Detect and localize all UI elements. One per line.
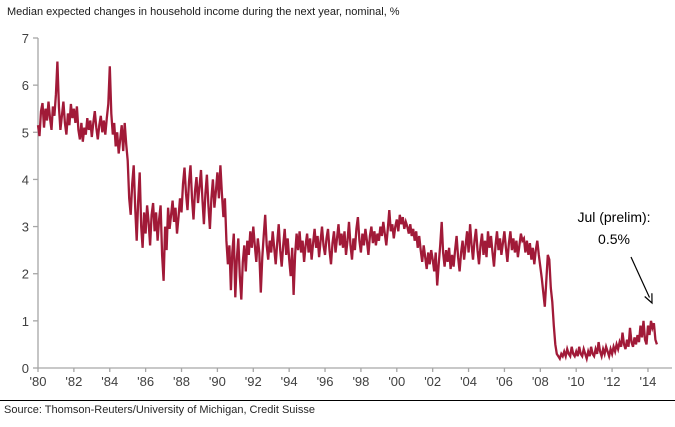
annotation-line1: Jul (prelim): [577,209,651,225]
x-tick-label: '00 [388,374,405,389]
annotation-arrowhead [644,293,653,305]
footer-separator-line [0,400,675,401]
x-tick-label: '02 [424,374,441,389]
annotation-arrow [630,256,651,298]
x-tick-label: '82 [65,374,82,389]
x-tick-label: '12 [604,374,621,389]
annotation-line2: 0.5% [598,230,630,247]
x-tick-label: '86 [137,374,154,389]
x-tick-label: '80 [30,374,47,389]
x-tick-label: '04 [460,374,477,389]
x-tick-label: '08 [532,374,549,389]
x-tick-label: '84 [101,374,118,389]
chart-title: Median expected changes in household inc… [7,6,400,18]
annotation-label: Jul (prelim): 0.5% [553,207,675,250]
y-tick-label: 1 [22,314,29,329]
x-tick-label: '06 [496,374,513,389]
source-note: Source: Thomson-Reuters/University of Mi… [4,404,315,416]
data-series-line [36,61,658,364]
y-tick-label: 3 [22,220,29,235]
y-tick-label: 7 [22,31,29,46]
y-tick-label: 0 [22,361,29,376]
y-tick-label: 4 [22,172,29,187]
y-tick-label: 5 [22,125,29,140]
y-tick-label: 6 [22,78,29,93]
x-tick-label: '98 [352,374,369,389]
x-tick-label: '90 [209,374,226,389]
x-tick-label: '96 [317,374,334,389]
x-tick-label: '92 [245,374,262,389]
x-tick-label: '14 [639,374,656,389]
y-tick-label: 2 [22,267,29,282]
x-tick-label: '94 [281,374,298,389]
x-tick-label: '88 [173,374,190,389]
x-tick-label: '10 [568,374,585,389]
